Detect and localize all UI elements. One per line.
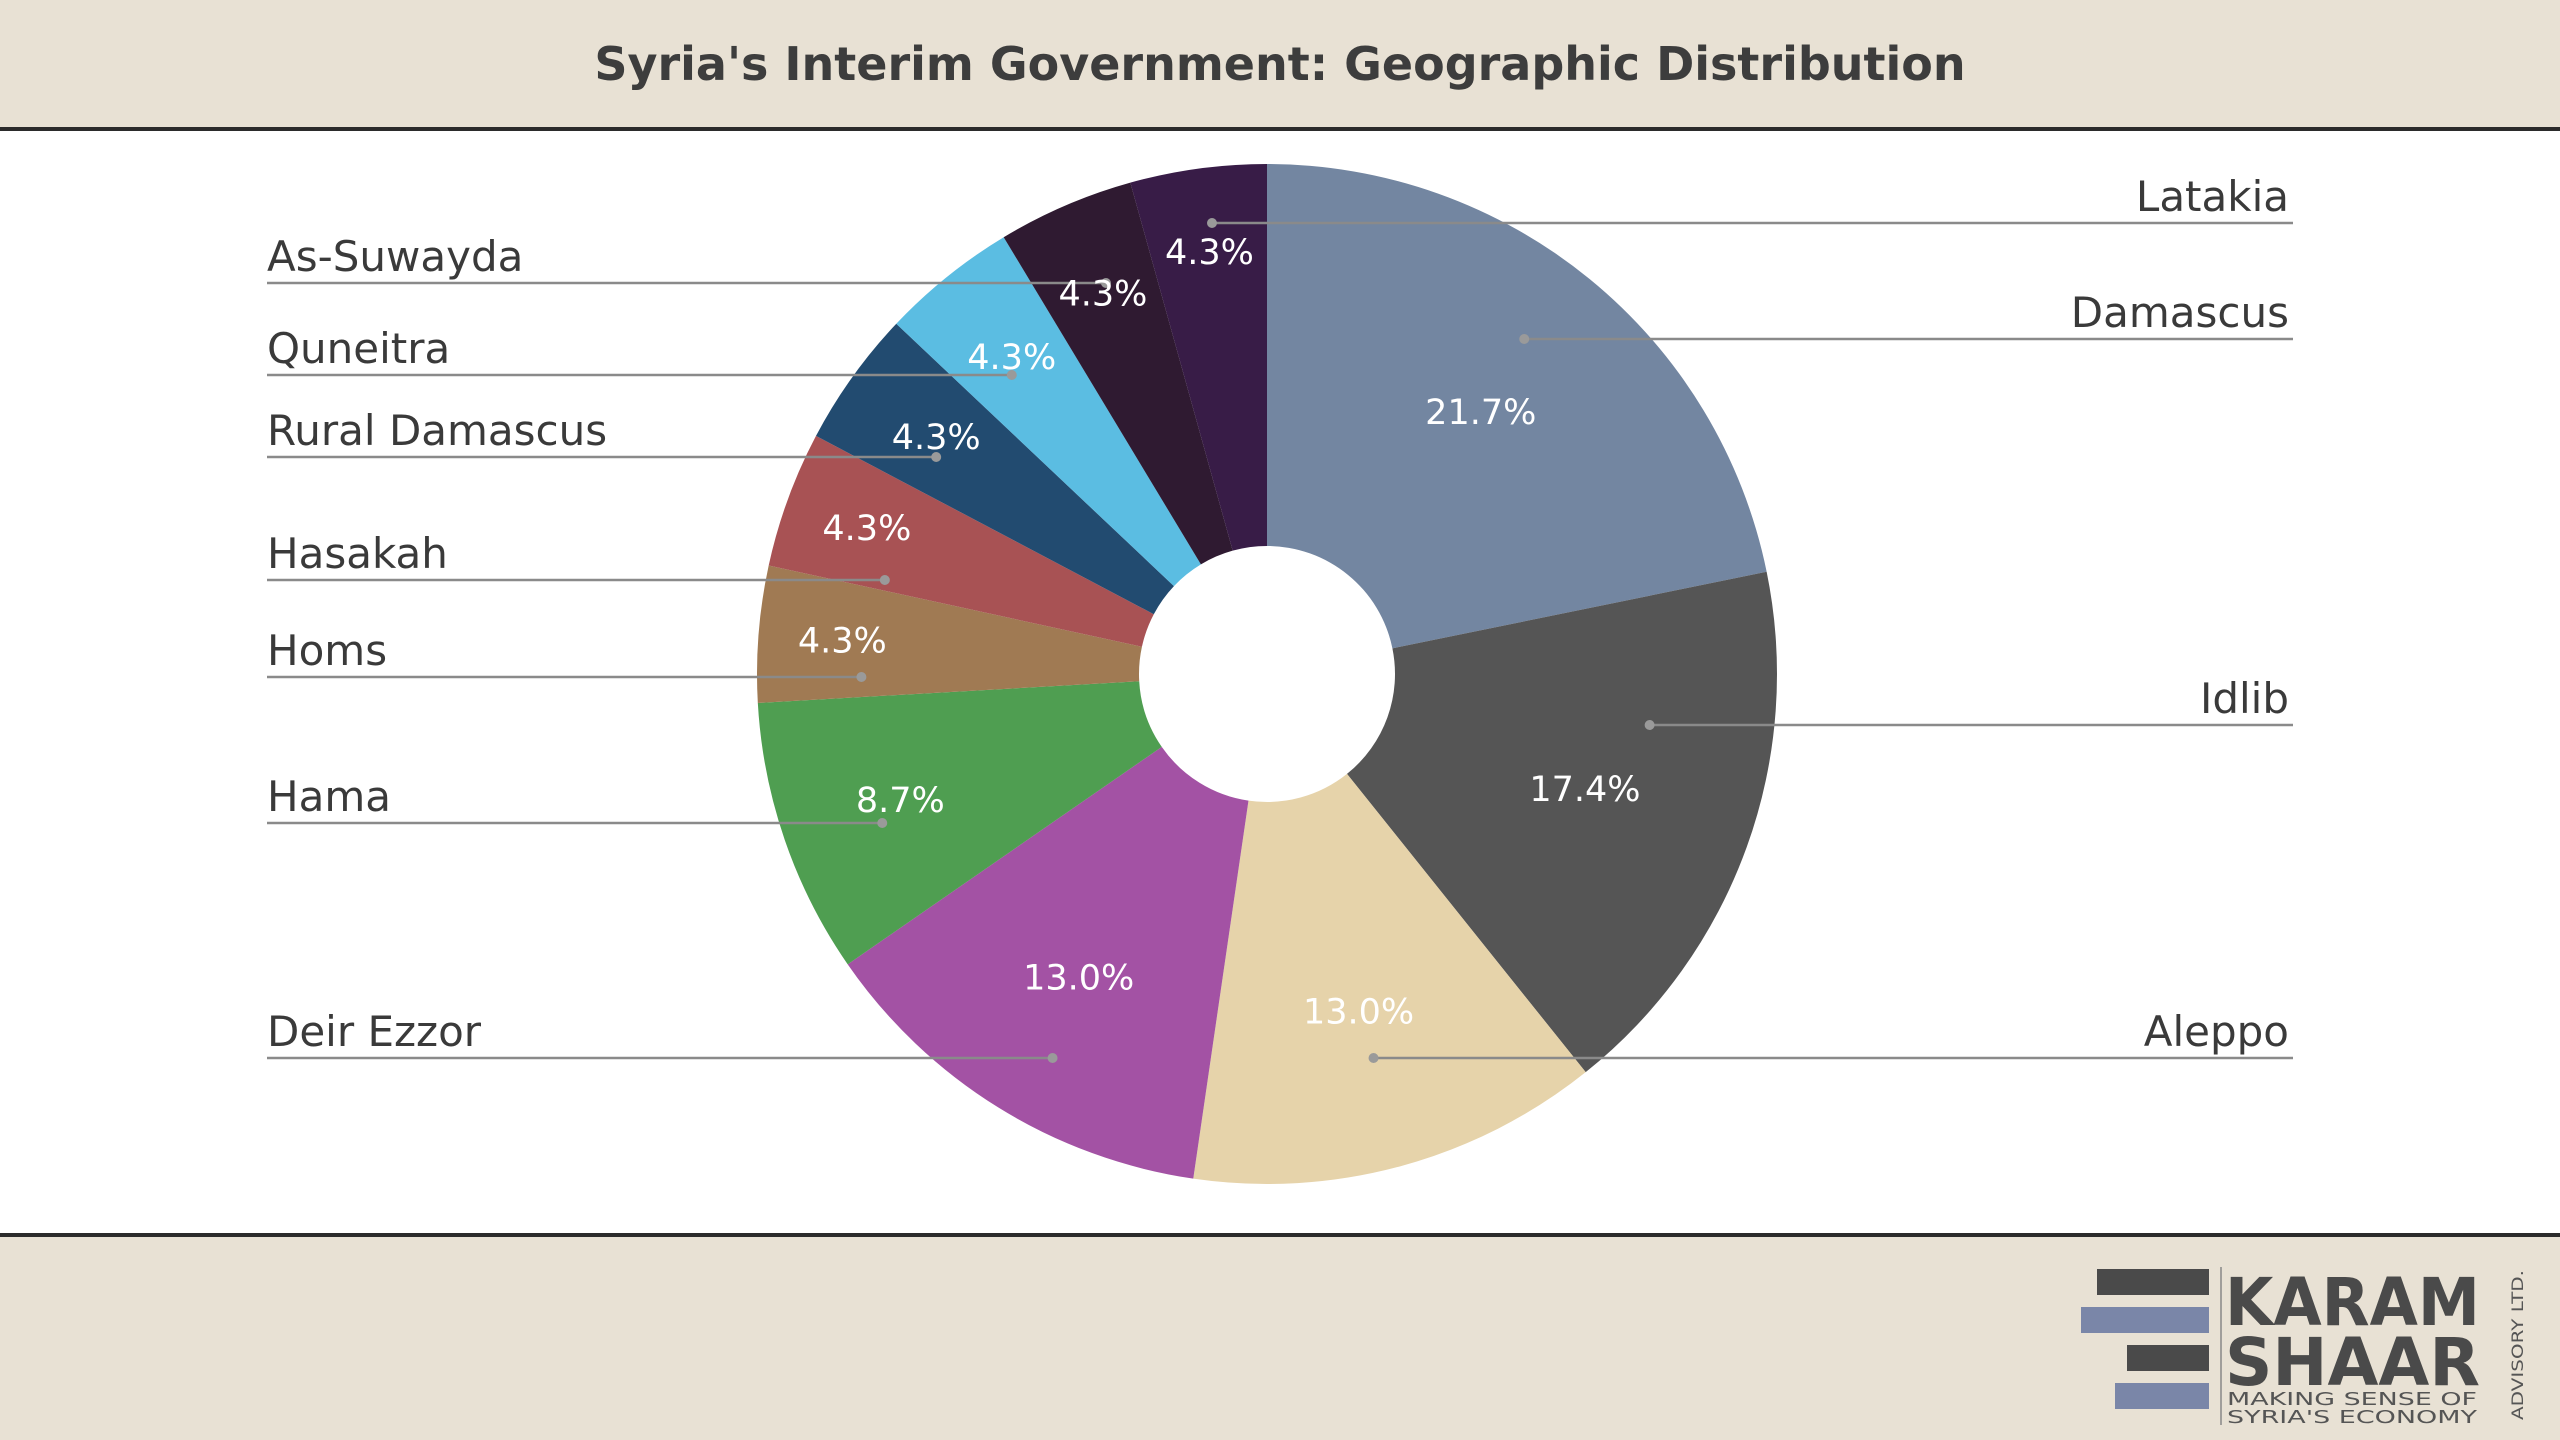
- category-label-as-suwayda: As-Suwayda: [267, 232, 523, 281]
- value-label-homs: 4.3%: [798, 621, 887, 661]
- category-label-hama: Hama: [267, 772, 391, 821]
- leader-dot-latakia: [1206, 218, 1217, 228]
- value-label-aleppo: 13.0%: [1303, 992, 1414, 1032]
- leader-dot-idlib: [1644, 720, 1655, 730]
- category-label-aleppo: Aleppo: [2144, 1007, 2289, 1056]
- value-label-latakia: 4.3%: [1165, 233, 1254, 273]
- value-label-hama: 8.7%: [856, 781, 945, 821]
- value-label-rural-damascus: 4.3%: [892, 418, 981, 458]
- leader-dot-quneitra: [1006, 370, 1017, 380]
- slice-hasakah: [768, 435, 1154, 647]
- leader-dot-aleppo: [1368, 1053, 1379, 1063]
- company-logo: KARAM SHAAR MAKING SENSE OF SYRIA'S ECON…: [2081, 1265, 2527, 1425]
- slice-homs: [757, 565, 1142, 703]
- logo-bar-2: [2081, 1307, 2209, 1333]
- leader-dot-hama: [877, 818, 888, 828]
- slice-as-suwayda: [1003, 182, 1233, 565]
- category-label-quneitra: Quneitra: [267, 324, 450, 373]
- category-label-latakia: Latakia: [2136, 172, 2289, 221]
- logo-vertical-text: ADVISORY LTD.: [2508, 1270, 2527, 1420]
- category-label-deir-ezzor: Deir Ezzor: [267, 1007, 482, 1056]
- slice-latakia: [1130, 164, 1267, 551]
- donut-chart: 21.7%17.4%13.0%13.0%8.7%4.3%4.3%4.3%4.3%…: [267, 164, 2293, 1184]
- logo-word-karam: KARAM: [2225, 1265, 2480, 1341]
- leader-dot-rural-damascus: [931, 452, 942, 462]
- slice-rural-damascus: [815, 323, 1174, 615]
- value-label-damascus: 21.7%: [1425, 393, 1536, 433]
- category-label-hasakah: Hasakah: [267, 529, 448, 578]
- chart-title: Syria's Interim Government: Geographic D…: [594, 36, 1966, 91]
- leader-dot-homs: [856, 672, 867, 682]
- logo-word-shaar: SHAAR: [2225, 1324, 2480, 1401]
- category-label-damascus: Damascus: [2071, 288, 2289, 337]
- leader-dot-hasakah: [879, 575, 890, 585]
- logo-tagline-2: SYRIA'S ECONOMY: [2227, 1407, 2478, 1425]
- logo-bar-4: [2115, 1383, 2209, 1409]
- category-label-homs: Homs: [267, 626, 387, 675]
- header-bar: Syria's Interim Government: Geographic D…: [0, 0, 2560, 131]
- slice-hama: [757, 681, 1162, 965]
- logo-bar-1: [2097, 1269, 2209, 1295]
- chart-area: 21.7% 17.4% 13.0% 13.0% 8.7% 4.3% 4.3% 4.3% 4.3%…: [0, 131, 2560, 1237]
- value-label-quneitra: 4.3%: [967, 338, 1056, 378]
- leader-dot-damascus: [1519, 334, 1530, 344]
- category-label-idlib: Idlib: [2200, 674, 2289, 723]
- value-label-deir-ezzor: 13.0%: [1023, 959, 1134, 999]
- slice-damascus: [1267, 164, 1767, 649]
- logo-bar-3: [2127, 1345, 2209, 1371]
- leader-dot-deir-ezzor: [1047, 1053, 1058, 1063]
- slice-idlib: [1346, 571, 1778, 1073]
- value-label-as-suwayda: 4.3%: [1058, 274, 1147, 314]
- logo-tagline-1: MAKING SENSE OF: [2227, 1389, 2477, 1410]
- value-label-hasakah: 4.3%: [822, 509, 911, 549]
- slice-quneitra: [896, 237, 1201, 587]
- slice-aleppo: [1193, 773, 1586, 1184]
- slice-deir-ezzor: [847, 746, 1249, 1179]
- leader-dot-as-suwayda: [1100, 278, 1111, 288]
- value-label-idlib: 17.4%: [1529, 770, 1640, 810]
- category-label-rural-damascus: Rural Damascus: [267, 406, 607, 455]
